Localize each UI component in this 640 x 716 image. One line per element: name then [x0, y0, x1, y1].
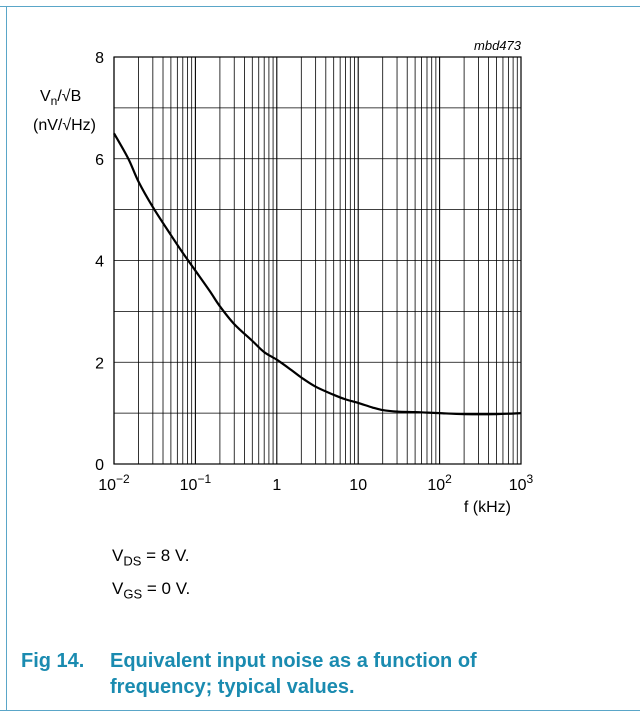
frame-top-rule [0, 6, 640, 7]
condition-vgs-base: V [112, 579, 124, 598]
x-tick-labels: 10−2 10−1 1 10 102 103 [98, 472, 533, 494]
condition-vds-base: V [112, 546, 124, 565]
condition-vds-value: = 8 V. [141, 546, 190, 565]
y-tick-labels: 0 2 4 6 8 [95, 50, 104, 474]
x-axis-label: f (kHz) [464, 499, 511, 516]
x-tick-label: 10−2 [98, 472, 130, 494]
x-tick-label: 10−1 [180, 472, 212, 494]
y-tick-label: 4 [95, 254, 104, 271]
x-tick-label: 103 [509, 472, 534, 494]
x-tick-label: 1 [272, 477, 281, 494]
condition-vds-sub: DS [123, 553, 142, 569]
figure-caption-text: Equivalent input noise as a function of … [110, 650, 477, 698]
y-tick-label: 8 [95, 50, 104, 67]
condition-vgs: VGS = 0 V. [112, 579, 190, 601]
condition-vgs-value: = 0 V. [142, 579, 191, 598]
y-tick-label: 6 [95, 152, 104, 169]
figure-number: Fig 14. [21, 650, 85, 672]
noise-chart: 0 2 4 6 8 10−2 10−1 1 10 102 103 mbd473 Vn/√B (nV… [33, 38, 534, 516]
frame-bottom-rule [0, 710, 640, 711]
frame-left-rule [6, 6, 7, 710]
x-tick-label: 10 [349, 477, 367, 494]
chart-grid [113, 57, 521, 464]
plot-frame [113, 56, 522, 465]
y-axis-label-line1: Vn/√B [40, 88, 81, 108]
series-line [113, 132, 522, 416]
condition-vds: VDS = 8 V. [112, 546, 189, 568]
condition-vgs-sub: GS [123, 586, 143, 602]
y-axis-label-line2: (nV/√Hz) [33, 117, 96, 134]
chart-tag: mbd473 [474, 38, 522, 53]
x-tick-label: 102 [427, 472, 452, 494]
y-tick-label: 2 [95, 355, 104, 372]
y-tick-label: 0 [95, 457, 104, 474]
